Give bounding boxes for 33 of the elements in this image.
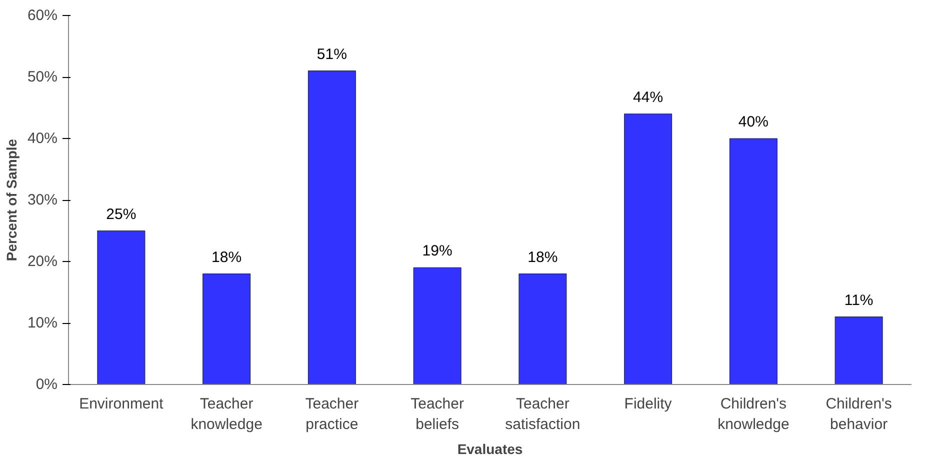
x-tick-label: Children's knowledge — [718, 396, 790, 433]
data-label: 44% — [633, 88, 664, 106]
x-tick-label: Teacher satisfaction — [505, 396, 580, 433]
y-tick-label: 10% — [27, 314, 58, 332]
x-tick-label: Teacher practice — [305, 396, 359, 433]
bar — [729, 138, 778, 384]
bar — [413, 267, 462, 384]
y-tick-label: 30% — [27, 192, 58, 208]
data-label: 51% — [316, 46, 347, 63]
x-tick-label: Teacher beliefs — [410, 396, 464, 433]
x-tick-label: Teacher knowledge — [190, 396, 262, 433]
data-label: 18% — [212, 248, 242, 266]
x-axis-title: Evaluates — [457, 440, 523, 457]
bar — [834, 316, 883, 384]
y-tick-label: 0% — [36, 376, 58, 393]
y-axis-title: Percent of Sample — [3, 138, 20, 262]
bar — [624, 114, 672, 384]
data-label: 40% — [738, 114, 768, 130]
data-label: 25% — [106, 206, 136, 223]
y-tick-label: 60% — [27, 7, 58, 24]
x-tick-label: Environment — [79, 396, 164, 412]
data-label: 18% — [528, 248, 558, 266]
bar — [202, 274, 251, 384]
y-tick-label: 40% — [27, 130, 58, 147]
bar — [518, 274, 567, 384]
y-tick-label: 50% — [27, 68, 58, 86]
x-tick-label: Children's behavior — [826, 396, 892, 433]
data-label: 19% — [422, 242, 452, 260]
bar — [308, 70, 356, 384]
x-tick-label: Fidelity — [624, 396, 672, 412]
data-label: 11% — [844, 292, 874, 309]
y-tick-label: 20% — [27, 253, 58, 270]
bar — [97, 230, 146, 384]
